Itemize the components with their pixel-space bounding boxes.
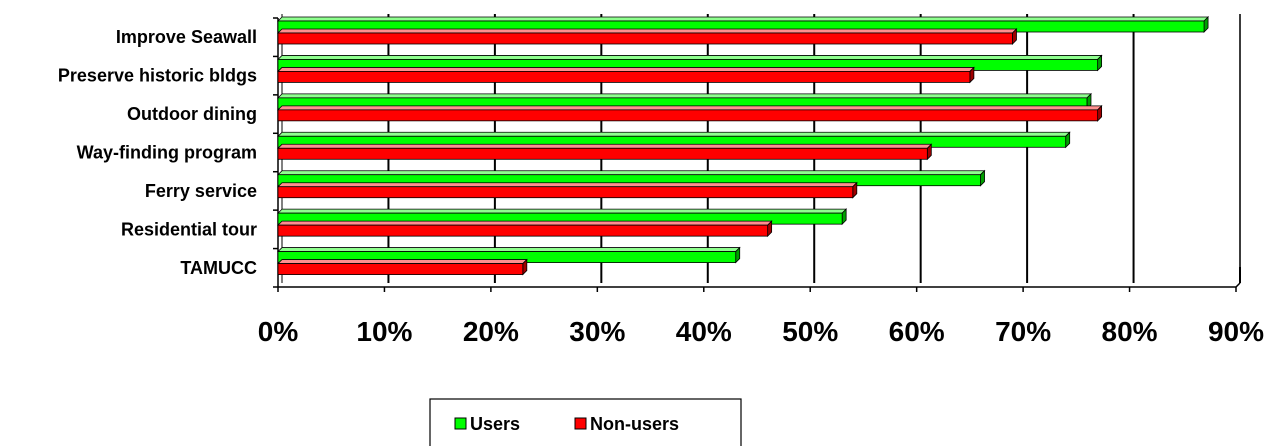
category-label: TAMUCC bbox=[180, 258, 257, 278]
legend: Users Non-users bbox=[429, 398, 742, 446]
legend-swatch bbox=[454, 417, 467, 430]
x-tick-label: 10% bbox=[356, 316, 412, 347]
bar-non-users bbox=[277, 181, 858, 199]
x-tick-label: 60% bbox=[889, 316, 945, 347]
legend-label: Users bbox=[470, 414, 520, 434]
bar-non-users bbox=[277, 258, 528, 276]
legend-label: Non-users bbox=[590, 414, 679, 434]
bar-users bbox=[277, 92, 1092, 110]
bar-non-users bbox=[277, 66, 975, 84]
x-tick-label: 30% bbox=[569, 316, 625, 347]
bar-users bbox=[277, 208, 848, 226]
category-label: Preserve historic bldgs bbox=[58, 66, 257, 86]
x-tick-label: 70% bbox=[995, 316, 1051, 347]
bar-users bbox=[277, 169, 986, 187]
category-label: Ferry service bbox=[145, 181, 257, 201]
bars bbox=[277, 16, 1210, 276]
x-tick-label: 80% bbox=[1102, 316, 1158, 347]
bar-non-users bbox=[277, 104, 1103, 122]
x-tick-label: 40% bbox=[676, 316, 732, 347]
x-tick-labels: 0% 10% 20% 30% 40% 50% 60% 70% 80% 90% bbox=[258, 316, 1264, 347]
category-labels: Improve Seawall Preserve historic bldgs Ou… bbox=[58, 27, 257, 278]
x-tick-label: 50% bbox=[782, 316, 838, 347]
x-tick-label: 0% bbox=[258, 316, 299, 347]
legend-swatch bbox=[574, 417, 587, 430]
x-axis bbox=[278, 282, 1241, 288]
bar-non-users bbox=[277, 220, 773, 238]
category-label: Way-finding program bbox=[77, 143, 257, 163]
x-tick-label: 20% bbox=[463, 316, 519, 347]
category-label: Outdoor dining bbox=[127, 104, 257, 124]
bar-users bbox=[277, 246, 741, 264]
category-label: Improve Seawall bbox=[116, 27, 257, 47]
bar-non-users bbox=[277, 28, 1018, 45]
category-label: Residential tour bbox=[121, 219, 257, 239]
x-tick-label: 90% bbox=[1208, 316, 1264, 347]
bar-non-users bbox=[277, 143, 933, 161]
